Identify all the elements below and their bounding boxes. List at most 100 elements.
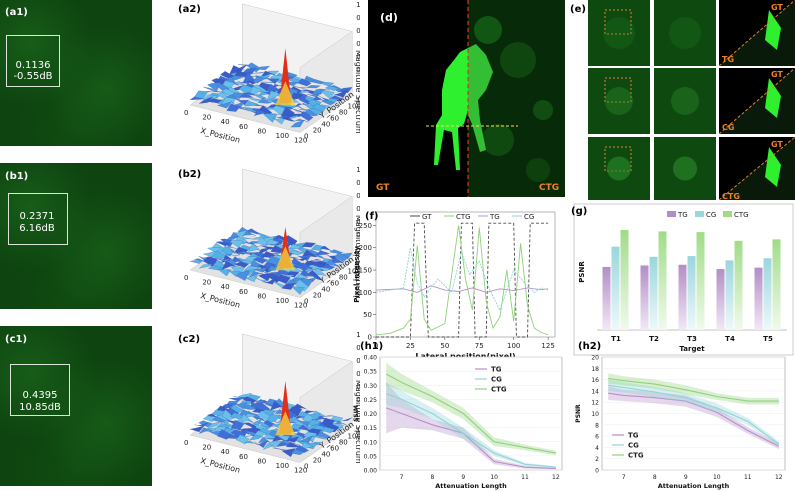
x-axis-label: Target — [679, 345, 705, 353]
y-tick-label: 120 — [356, 96, 360, 104]
bar-tg — [678, 264, 687, 330]
surface-patch — [263, 113, 278, 123]
x-axis-label: Attenuation Length — [435, 482, 507, 490]
x-tick-label: 60 — [239, 453, 248, 461]
x-tick-label: 7 — [400, 474, 404, 481]
bar-ctg — [620, 229, 629, 330]
x-tick-label: 8 — [431, 474, 435, 481]
y-tick-label: 14 — [591, 388, 599, 395]
legend-label: CTG — [734, 211, 749, 219]
x-tick-label: 100 — [276, 297, 289, 305]
surface-patch — [265, 77, 280, 84]
chart-h2: 0 2 4 6 8 10 12 14 16 18 20 7 8 9 10 11 12 Attenuation Le… — [575, 355, 786, 490]
surface-patch — [301, 242, 316, 248]
x-tick-label: 40 — [221, 118, 230, 126]
legend-label: CG — [524, 213, 534, 221]
surface-patch — [316, 431, 331, 439]
panel-label-a1: (a1) — [5, 7, 28, 18]
surface-patch — [281, 283, 296, 290]
x-tick-label: 100 — [276, 132, 289, 140]
series-line-ctg — [385, 373, 556, 454]
x-tick-label: 8 — [653, 474, 657, 481]
series-line-cg — [608, 384, 780, 445]
x-axis-label: Attenuation Length — [658, 482, 730, 490]
surface-patch — [189, 260, 204, 264]
band-cg — [608, 379, 779, 447]
surface-patch — [243, 242, 257, 247]
y-tick-label: 0.10 — [364, 439, 378, 446]
y-tick-label: 0 — [304, 463, 308, 471]
roi-value-a1: 0.1136 — [15, 60, 51, 71]
y-tick-label: 40 — [321, 120, 330, 128]
panel-label-f: (f) — [365, 211, 379, 222]
x-tick-label: T3 — [687, 335, 697, 343]
x-tick-label: 60 — [239, 123, 248, 131]
y-tick-label: 80 — [339, 108, 348, 116]
x-tick-label: 10 — [490, 474, 498, 481]
surface-patch — [225, 253, 240, 257]
e-object — [765, 147, 781, 187]
surface-patch — [243, 413, 258, 418]
surface-patch — [217, 268, 232, 277]
z-tick-label: 0.6 — [356, 27, 360, 35]
y-tick-label: 0 — [368, 334, 372, 342]
series-line-cg — [386, 393, 556, 468]
roi-value-c1: 0.4395 — [22, 390, 58, 401]
bar-ctg — [696, 232, 705, 330]
bar-ctg — [734, 240, 743, 330]
image-d — [368, 0, 565, 197]
y-tick-label: 120 — [356, 261, 360, 269]
surface-patch — [265, 239, 280, 245]
surface-patch — [249, 435, 264, 441]
bar-tg — [754, 267, 763, 330]
legend-label: TG — [677, 211, 688, 219]
series-line-ctg — [608, 377, 779, 402]
x-tick-label: 10 — [713, 474, 721, 481]
surface-patch — [253, 430, 268, 437]
surface-patch — [198, 427, 213, 434]
e-roi-box — [604, 146, 632, 172]
legend-swatch — [667, 211, 676, 217]
z-tick-label: 0.2 — [356, 383, 360, 391]
x-tick-label: 12 — [552, 474, 560, 481]
x-tick-label: 120 — [294, 137, 307, 145]
z-axis-label: Magnitude Spectrum — [354, 380, 360, 464]
y-tick-label: 16 — [591, 377, 599, 384]
image-a1: (a1) 0.1136 -0.55dB — [0, 0, 152, 146]
label-d-ctg: CTG — [539, 183, 560, 193]
label-e-r3-bottom: CTG — [722, 192, 740, 201]
z-tick-label: 0.0 — [356, 66, 360, 74]
surface-patch — [217, 101, 232, 109]
surface-patch — [194, 422, 208, 427]
legend-label: TG — [491, 366, 502, 374]
e-roi-box — [604, 77, 632, 103]
x-tick-label: T1 — [611, 335, 621, 343]
surface-patch — [334, 252, 349, 262]
surface-patch — [194, 90, 209, 99]
z-axis-label: Magnitude Spectrum — [354, 50, 360, 134]
surface-patch — [244, 101, 259, 107]
y-tick-label: 80 — [339, 438, 348, 446]
e-blob — [607, 156, 631, 181]
surface-patch — [266, 414, 281, 422]
surface-patch — [316, 267, 331, 271]
surface-patch — [239, 413, 253, 423]
y-tick-label: 8 — [595, 422, 599, 429]
surface-patch — [253, 94, 268, 100]
surface-patch — [226, 103, 241, 112]
surface-patch — [329, 257, 344, 264]
x-tick-label: T2 — [649, 335, 659, 343]
y-tick-label: 100 — [348, 102, 360, 110]
chart-h1: 0.00 0.05 0.10 0.15 0.20 0.25 0.30 0.35 0.40 7 8 9 1… — [353, 355, 563, 490]
label-e-r3-top: GT — [771, 140, 783, 149]
e-blob — [605, 87, 633, 115]
y-tick-label: 18 — [591, 366, 599, 373]
series-line-tg — [608, 392, 780, 447]
x-tick-label: 11 — [521, 474, 529, 481]
panel-label-h1: (h1) — [360, 341, 384, 352]
surface-patch — [276, 115, 291, 118]
image-c1: (c1) 0.4395 10.85dB — [0, 326, 152, 486]
y-tick-label: 10 — [591, 411, 599, 418]
z-tick-label: 0.8 — [356, 179, 360, 187]
